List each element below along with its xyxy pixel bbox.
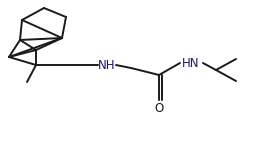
Text: HN: HN [182, 56, 200, 69]
Text: NH: NH [98, 59, 116, 72]
Text: O: O [154, 103, 164, 116]
